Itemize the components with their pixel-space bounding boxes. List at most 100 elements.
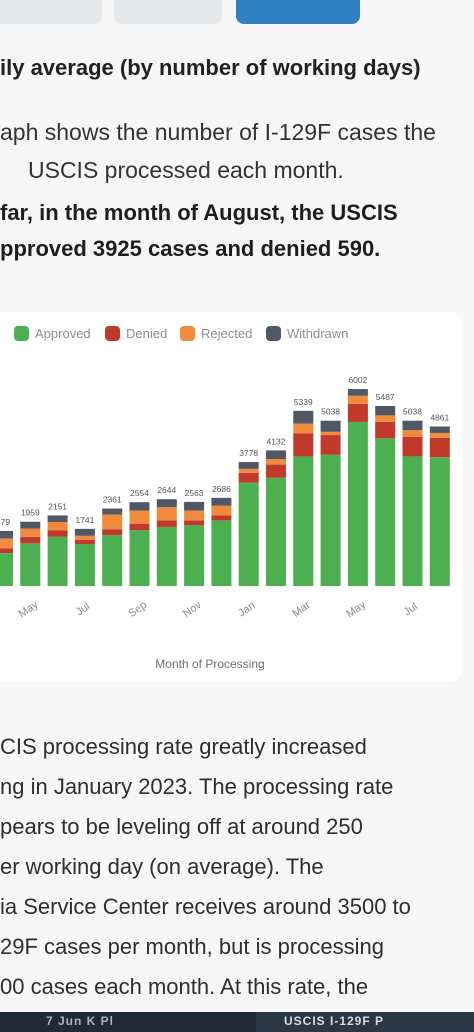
summary-text-line-1: far, in the month of August, the USCIS bbox=[0, 200, 398, 225]
total-label-8: 2563 bbox=[185, 488, 204, 498]
tab-by-month[interactable]: BY MONTH bbox=[236, 0, 360, 24]
bar-denied-4[interactable] bbox=[74, 539, 95, 544]
bar-rejected-16[interactable] bbox=[402, 430, 423, 437]
body-text-line-7: 00 cases each month. At this rate, the bbox=[0, 974, 369, 999]
bar-withdrawn-11[interactable] bbox=[266, 450, 286, 460]
legend-swatch-denied bbox=[105, 326, 120, 341]
bar-rejected-10[interactable] bbox=[238, 468, 259, 473]
total-label-10: 3778 bbox=[239, 448, 258, 458]
bar-rejected-12[interactable] bbox=[293, 423, 314, 434]
bar-rejected-7[interactable] bbox=[156, 507, 177, 521]
legend-swatch-withdrawn bbox=[266, 326, 281, 341]
bar-rejected-13[interactable] bbox=[320, 431, 341, 436]
bar-denied-8[interactable] bbox=[184, 520, 205, 526]
bar-denied-1[interactable] bbox=[0, 548, 13, 554]
bar-withdrawn-2[interactable] bbox=[20, 521, 41, 529]
legend-item-withdrawn[interactable]: Withdrawn bbox=[266, 326, 348, 341]
bar-approved-15[interactable] bbox=[375, 438, 396, 586]
total-label-5: 2361 bbox=[103, 495, 122, 505]
bar-withdrawn-10[interactable] bbox=[238, 462, 259, 469]
bar-rejected-8[interactable] bbox=[184, 510, 205, 521]
bar-approved-9[interactable] bbox=[211, 520, 232, 586]
bar-rejected-1[interactable] bbox=[0, 538, 13, 549]
total-label-4: 1741 bbox=[75, 515, 94, 525]
total-label-12: 5339 bbox=[294, 397, 313, 407]
bar-rejected-5[interactable] bbox=[102, 514, 123, 530]
bar-denied-17[interactable] bbox=[429, 437, 450, 458]
bar-rejected-2[interactable] bbox=[20, 528, 41, 537]
bar-approved-3[interactable] bbox=[47, 536, 68, 586]
bar-approved-10[interactable] bbox=[238, 482, 259, 586]
bar-approved-11[interactable] bbox=[266, 477, 286, 586]
bar-denied-2[interactable] bbox=[20, 536, 41, 544]
bar-approved-2[interactable] bbox=[20, 543, 41, 586]
bar-approved-1[interactable] bbox=[0, 553, 13, 586]
legend-swatch-rejected bbox=[180, 326, 195, 341]
bar-withdrawn-5[interactable] bbox=[102, 508, 123, 515]
total-label-13: 5038 bbox=[321, 407, 340, 417]
bar-approved-4[interactable] bbox=[74, 544, 95, 586]
bar-rejected-15[interactable] bbox=[375, 415, 396, 422]
bar-withdrawn-16[interactable] bbox=[402, 420, 423, 431]
bar-rejected-6[interactable] bbox=[129, 510, 150, 524]
tab-by-day[interactable]: BY DAY bbox=[0, 0, 102, 24]
bar-denied-9[interactable] bbox=[211, 515, 232, 521]
bar-withdrawn-7[interactable] bbox=[156, 499, 177, 508]
bar-denied-6[interactable] bbox=[129, 523, 150, 531]
legend-item-approved[interactable]: Approved bbox=[14, 326, 91, 341]
legend-label-denied: Denied bbox=[126, 326, 168, 341]
bar-approved-8[interactable] bbox=[184, 525, 205, 586]
bar-approved-12[interactable] bbox=[293, 456, 314, 586]
body-text-line-2: ng in January 2023. The processing rate bbox=[0, 774, 394, 799]
x-tick-label-2: Jul bbox=[74, 601, 92, 619]
bar-withdrawn-14[interactable] bbox=[347, 389, 368, 396]
total-label-14: 6002 bbox=[348, 375, 367, 385]
bar-rejected-3[interactable] bbox=[47, 522, 68, 531]
bar-withdrawn-15[interactable] bbox=[375, 405, 396, 416]
bar-withdrawn-8[interactable] bbox=[184, 501, 205, 511]
bar-denied-12[interactable] bbox=[293, 433, 314, 457]
bar-withdrawn-1[interactable] bbox=[0, 530, 13, 539]
bar-withdrawn-17[interactable] bbox=[429, 426, 450, 433]
bar-rejected-4[interactable] bbox=[74, 535, 95, 540]
bottom-nav-link[interactable]: 7 Jun K Pl bbox=[46, 1014, 115, 1028]
bar-rejected-9[interactable] bbox=[211, 505, 232, 516]
bar-denied-7[interactable] bbox=[156, 520, 177, 527]
bar-withdrawn-13[interactable] bbox=[320, 420, 341, 432]
bar-denied-13[interactable] bbox=[320, 435, 341, 455]
bar-withdrawn-6[interactable] bbox=[129, 502, 150, 511]
bottom-nav-bar: 7 Jun K Pl USCIS I-129F P bbox=[0, 1012, 474, 1032]
bar-denied-16[interactable] bbox=[402, 436, 423, 457]
bar-approved-7[interactable] bbox=[156, 526, 177, 586]
bar-denied-15[interactable] bbox=[375, 421, 396, 439]
x-tick-label-4: Nov bbox=[181, 599, 204, 620]
total-label-9: 2686 bbox=[212, 484, 231, 494]
bottom-nav-active-link[interactable]: USCIS I-129F P bbox=[256, 1012, 474, 1032]
legend-label-approved: Approved bbox=[35, 326, 91, 341]
bar-approved-13[interactable] bbox=[320, 454, 341, 586]
bar-approved-17[interactable] bbox=[429, 457, 450, 586]
x-tick-label-6: Mar bbox=[290, 599, 313, 620]
bar-approved-16[interactable] bbox=[402, 456, 423, 586]
bar-rejected-14[interactable] bbox=[347, 395, 368, 404]
bar-denied-3[interactable] bbox=[47, 530, 68, 537]
legend-item-denied[interactable]: Denied bbox=[105, 326, 167, 341]
bar-withdrawn-12[interactable] bbox=[293, 410, 314, 424]
bar-withdrawn-3[interactable] bbox=[47, 515, 68, 523]
bar-withdrawn-4[interactable] bbox=[74, 528, 95, 536]
bar-rejected-17[interactable] bbox=[429, 432, 450, 438]
bar-denied-10[interactable] bbox=[238, 472, 259, 483]
bar-denied-14[interactable] bbox=[347, 403, 368, 422]
bar-approved-14[interactable] bbox=[347, 421, 368, 586]
bar-withdrawn-9[interactable] bbox=[211, 497, 232, 506]
tab-by-week[interactable]: BY WEEK bbox=[114, 0, 222, 24]
chart-legend: Approved Denied Rejected Withdrawn bbox=[0, 326, 474, 344]
bar-approved-5[interactable] bbox=[102, 535, 123, 586]
bar-rejected-11[interactable] bbox=[266, 459, 286, 465]
bar-denied-11[interactable] bbox=[266, 464, 286, 478]
bar-denied-5[interactable] bbox=[102, 529, 123, 536]
body-text-line-6: 29F cases per month, but is processing bbox=[0, 934, 384, 959]
legend-item-rejected[interactable]: Rejected bbox=[180, 326, 252, 341]
intro-text-line-2: USCIS processed each month. bbox=[28, 157, 344, 183]
bar-approved-6[interactable] bbox=[129, 530, 150, 586]
